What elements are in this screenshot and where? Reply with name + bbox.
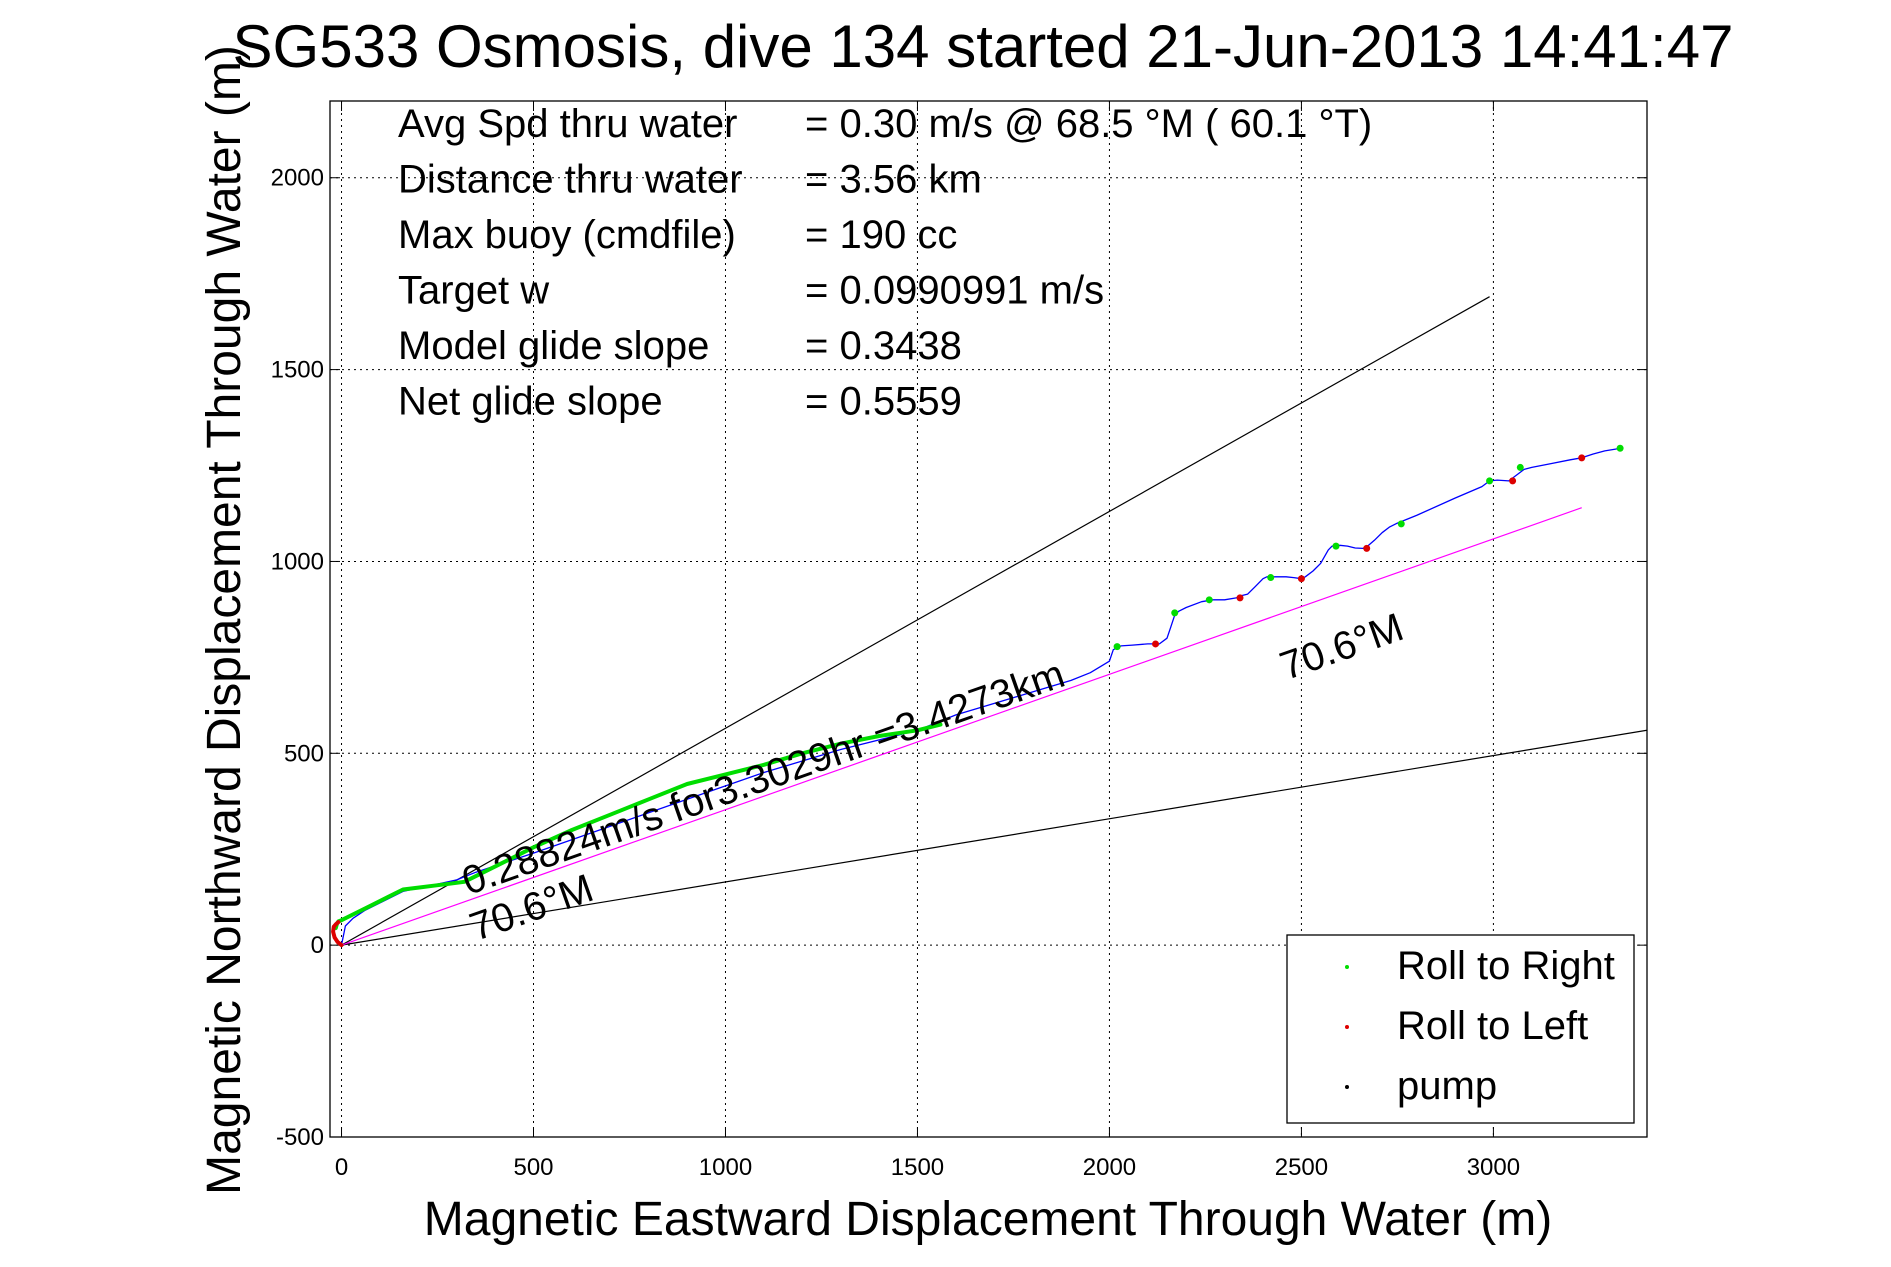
- y-tick-label: -500: [276, 1124, 324, 1151]
- info-label: Distance thru water: [398, 158, 743, 202]
- info-value: = 190 cc: [805, 213, 957, 257]
- reference-line: [341, 729, 1647, 946]
- legend-marker: [1345, 1085, 1349, 1089]
- roll-right-marker: [1397, 520, 1405, 528]
- roll-left-marker: [1363, 544, 1371, 552]
- roll-right-marker: [1516, 463, 1524, 471]
- x-tick-label: 1500: [891, 1154, 944, 1181]
- legend-label: Roll to Left: [1397, 1004, 1588, 1048]
- y-tick-label: 2000: [271, 165, 324, 192]
- roll-right-marker: [1205, 596, 1213, 604]
- series-line: [333, 722, 943, 930]
- plot-frame: [329, 100, 1648, 1138]
- legend-marker: [1345, 965, 1349, 969]
- roll-left-marker: [1509, 477, 1517, 485]
- y-axis-label: Magnetic Northward Displacement Through …: [198, 45, 251, 1195]
- reference-lines: [341, 296, 1647, 946]
- grid: [330, 101, 1647, 1138]
- x-tick-label: 500: [513, 1154, 553, 1181]
- info-label: Avg Spd thru water: [398, 102, 737, 146]
- info-value: = 0.0990991 m/s: [805, 269, 1104, 313]
- roll-left-marker: [1236, 594, 1244, 602]
- x-tick-label: 1000: [699, 1154, 752, 1181]
- roll-right-marker: [1332, 542, 1340, 550]
- roll-left-marker: [1152, 640, 1160, 648]
- legend: Roll to Right Roll to Left pump: [1286, 934, 1635, 1124]
- reference-line: [341, 296, 1490, 946]
- roll-right-marker: [1486, 477, 1494, 485]
- x-tick-label: 0: [335, 1154, 348, 1181]
- roll-right-marker: [1616, 444, 1624, 452]
- info-value: = 0.5559: [805, 380, 962, 424]
- info-label: Target w: [398, 269, 549, 313]
- roll-left-marker: [1297, 575, 1305, 583]
- info-value: = 0.3438: [805, 324, 962, 368]
- info-label: Net glide slope: [398, 380, 663, 424]
- info-block: Avg Spd thru water = 0.30 m/s @ 68.5 °M (…: [398, 102, 1372, 424]
- y-tick-label: 1500: [271, 357, 324, 384]
- y-tick-labels: -500 0 500 1000 1500 2000: [271, 165, 324, 1151]
- series-line: [331, 920, 344, 948]
- markers: [1113, 444, 1624, 651]
- info-label: Max buoy (cmdfile): [398, 213, 736, 257]
- x-tick-label: 2500: [1275, 1154, 1328, 1181]
- y-tick-label: 0: [311, 932, 324, 959]
- info-value: = 3.56 km: [805, 158, 982, 202]
- chart-title: SG533 Osmosis, dive 134 started 21-Jun-2…: [233, 13, 1734, 80]
- info-value: = 0.30 m/s @ 68.5 °M ( 60.1 °T): [805, 102, 1372, 146]
- legend-box: [1286, 934, 1635, 1124]
- legend-label: Roll to Right: [1397, 944, 1615, 988]
- reference-line: [341, 507, 1582, 946]
- roll-right-marker: [1267, 574, 1275, 582]
- x-tick-labels: 0 500 1000 1500 2000 2500 3000: [335, 1154, 1520, 1181]
- x-tick-label: 3000: [1467, 1154, 1520, 1181]
- info-label: Model glide slope: [398, 324, 709, 368]
- roll-right-marker: [1113, 643, 1121, 651]
- roll-right-marker: [1171, 609, 1179, 617]
- roll-left-marker: [1578, 454, 1586, 462]
- y-tick-label: 500: [284, 740, 324, 767]
- legend-marker: [1345, 1025, 1349, 1029]
- x-axis-label: Magnetic Eastward Displacement Through W…: [424, 1193, 1552, 1246]
- x-tick-label: 2000: [1083, 1154, 1136, 1181]
- legend-label: pump: [1397, 1064, 1497, 1108]
- y-tick-label: 1000: [271, 548, 324, 575]
